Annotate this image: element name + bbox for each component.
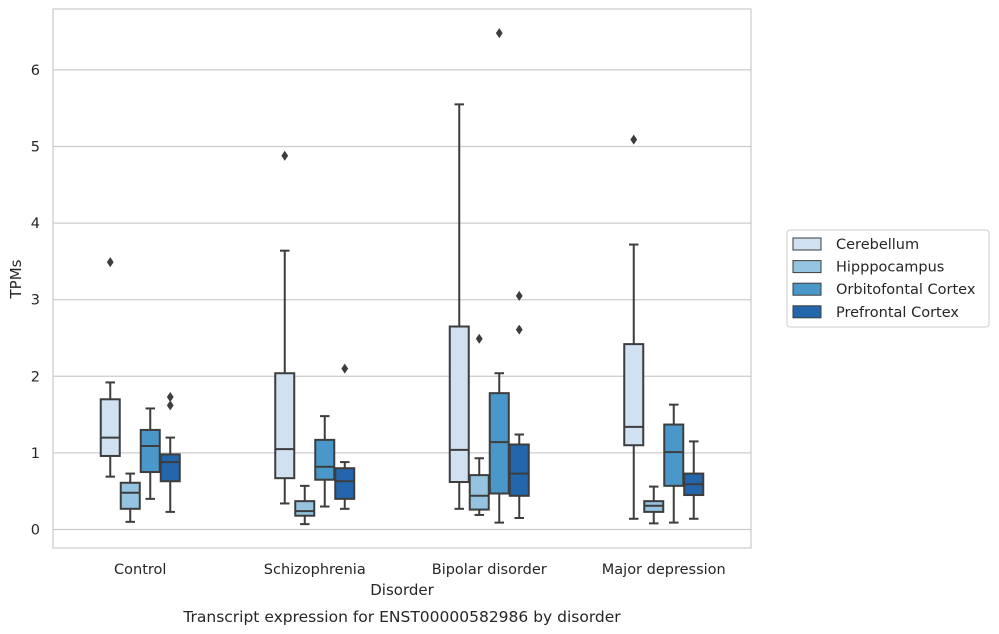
outlier-point	[495, 28, 503, 39]
box-prefrontal-cortex	[334, 363, 356, 510]
y-tick-labels: 0 1 2 3 4 5 6	[31, 63, 40, 539]
outlier-point	[515, 290, 523, 301]
x-tick-label: Schizophrenia	[264, 562, 366, 578]
y-tick-label: 1	[31, 446, 40, 462]
x-tick-labels: Control Schizophrenia Bipolar disorder Majo…	[114, 562, 726, 578]
outlier-point	[475, 333, 483, 344]
boxes-layer	[99, 28, 705, 526]
box-cerebellum	[274, 150, 296, 505]
outlier-point	[515, 324, 523, 335]
legend-swatch	[792, 260, 822, 274]
x-tick-label: Major depression	[602, 562, 726, 578]
box-iqr	[99, 398, 121, 457]
x-axis-label: Disorder	[370, 581, 434, 599]
legend-swatch	[792, 237, 822, 251]
box-prefrontal-cortex	[508, 290, 530, 520]
legend-swatch	[792, 305, 822, 319]
chart-title: Transcript expression for ENST0000058298…	[182, 608, 621, 626]
box-iqr	[508, 443, 530, 497]
box-cerebellum	[99, 257, 121, 478]
box-hipppocampus	[294, 484, 316, 526]
box-iqr	[314, 438, 336, 481]
x-tick-label: Control	[114, 562, 166, 578]
outlier-point	[630, 134, 638, 145]
legend-frame	[786, 229, 990, 328]
box-hipppocampus	[643, 485, 665, 525]
outlier-point	[166, 391, 174, 402]
legend-label: Prefrontal Cortex	[836, 305, 959, 321]
box-iqr	[623, 343, 645, 447]
y-tick-label: 6	[31, 63, 40, 79]
box-iqr	[294, 500, 316, 517]
y-tick-label: 0	[31, 523, 40, 539]
outlier-point	[281, 150, 289, 161]
y-tick-label: 2	[31, 369, 40, 385]
outlier-point	[106, 257, 114, 268]
box-cerebellum	[623, 134, 645, 520]
box-iqr	[448, 325, 470, 484]
box-iqr	[274, 372, 296, 480]
legend-label: Orbitofontal Cortex	[836, 282, 976, 298]
box-iqr	[488, 392, 510, 495]
box-hipppocampus	[119, 472, 141, 523]
box-iqr	[159, 453, 181, 483]
box-orbitofontal-cortex	[314, 415, 336, 508]
legend: Cerebellum Hipppocampus Orbitofontal Corte…	[786, 229, 990, 328]
box-iqr	[468, 474, 490, 511]
box-orbitofontal-cortex	[139, 407, 161, 500]
box-prefrontal-cortex	[683, 440, 705, 520]
x-tick-label: Bipolar disorder	[432, 562, 547, 578]
outlier-point	[341, 363, 349, 374]
y-tick-label: 3	[31, 293, 40, 309]
box-orbitofontal-cortex	[488, 28, 510, 524]
box-prefrontal-cortex	[159, 391, 181, 513]
legend-label: Cerebellum	[836, 237, 919, 253]
box-orbitofontal-cortex	[663, 403, 685, 524]
plot-area-frame	[52, 8, 752, 549]
box-iqr	[663, 423, 685, 487]
box-iqr	[334, 467, 356, 500]
legend-swatch	[792, 282, 822, 296]
y-tick-label: 4	[31, 216, 40, 232]
box-cerebellum	[448, 103, 470, 510]
outlier-point	[166, 400, 174, 411]
box-iqr	[139, 428, 161, 474]
y-axis-label: TPMs	[7, 259, 25, 299]
legend-label: Hipppocampus	[836, 260, 944, 276]
box-hipppocampus	[468, 333, 490, 516]
box-iqr	[119, 481, 141, 510]
y-tick-label: 5	[31, 140, 40, 156]
